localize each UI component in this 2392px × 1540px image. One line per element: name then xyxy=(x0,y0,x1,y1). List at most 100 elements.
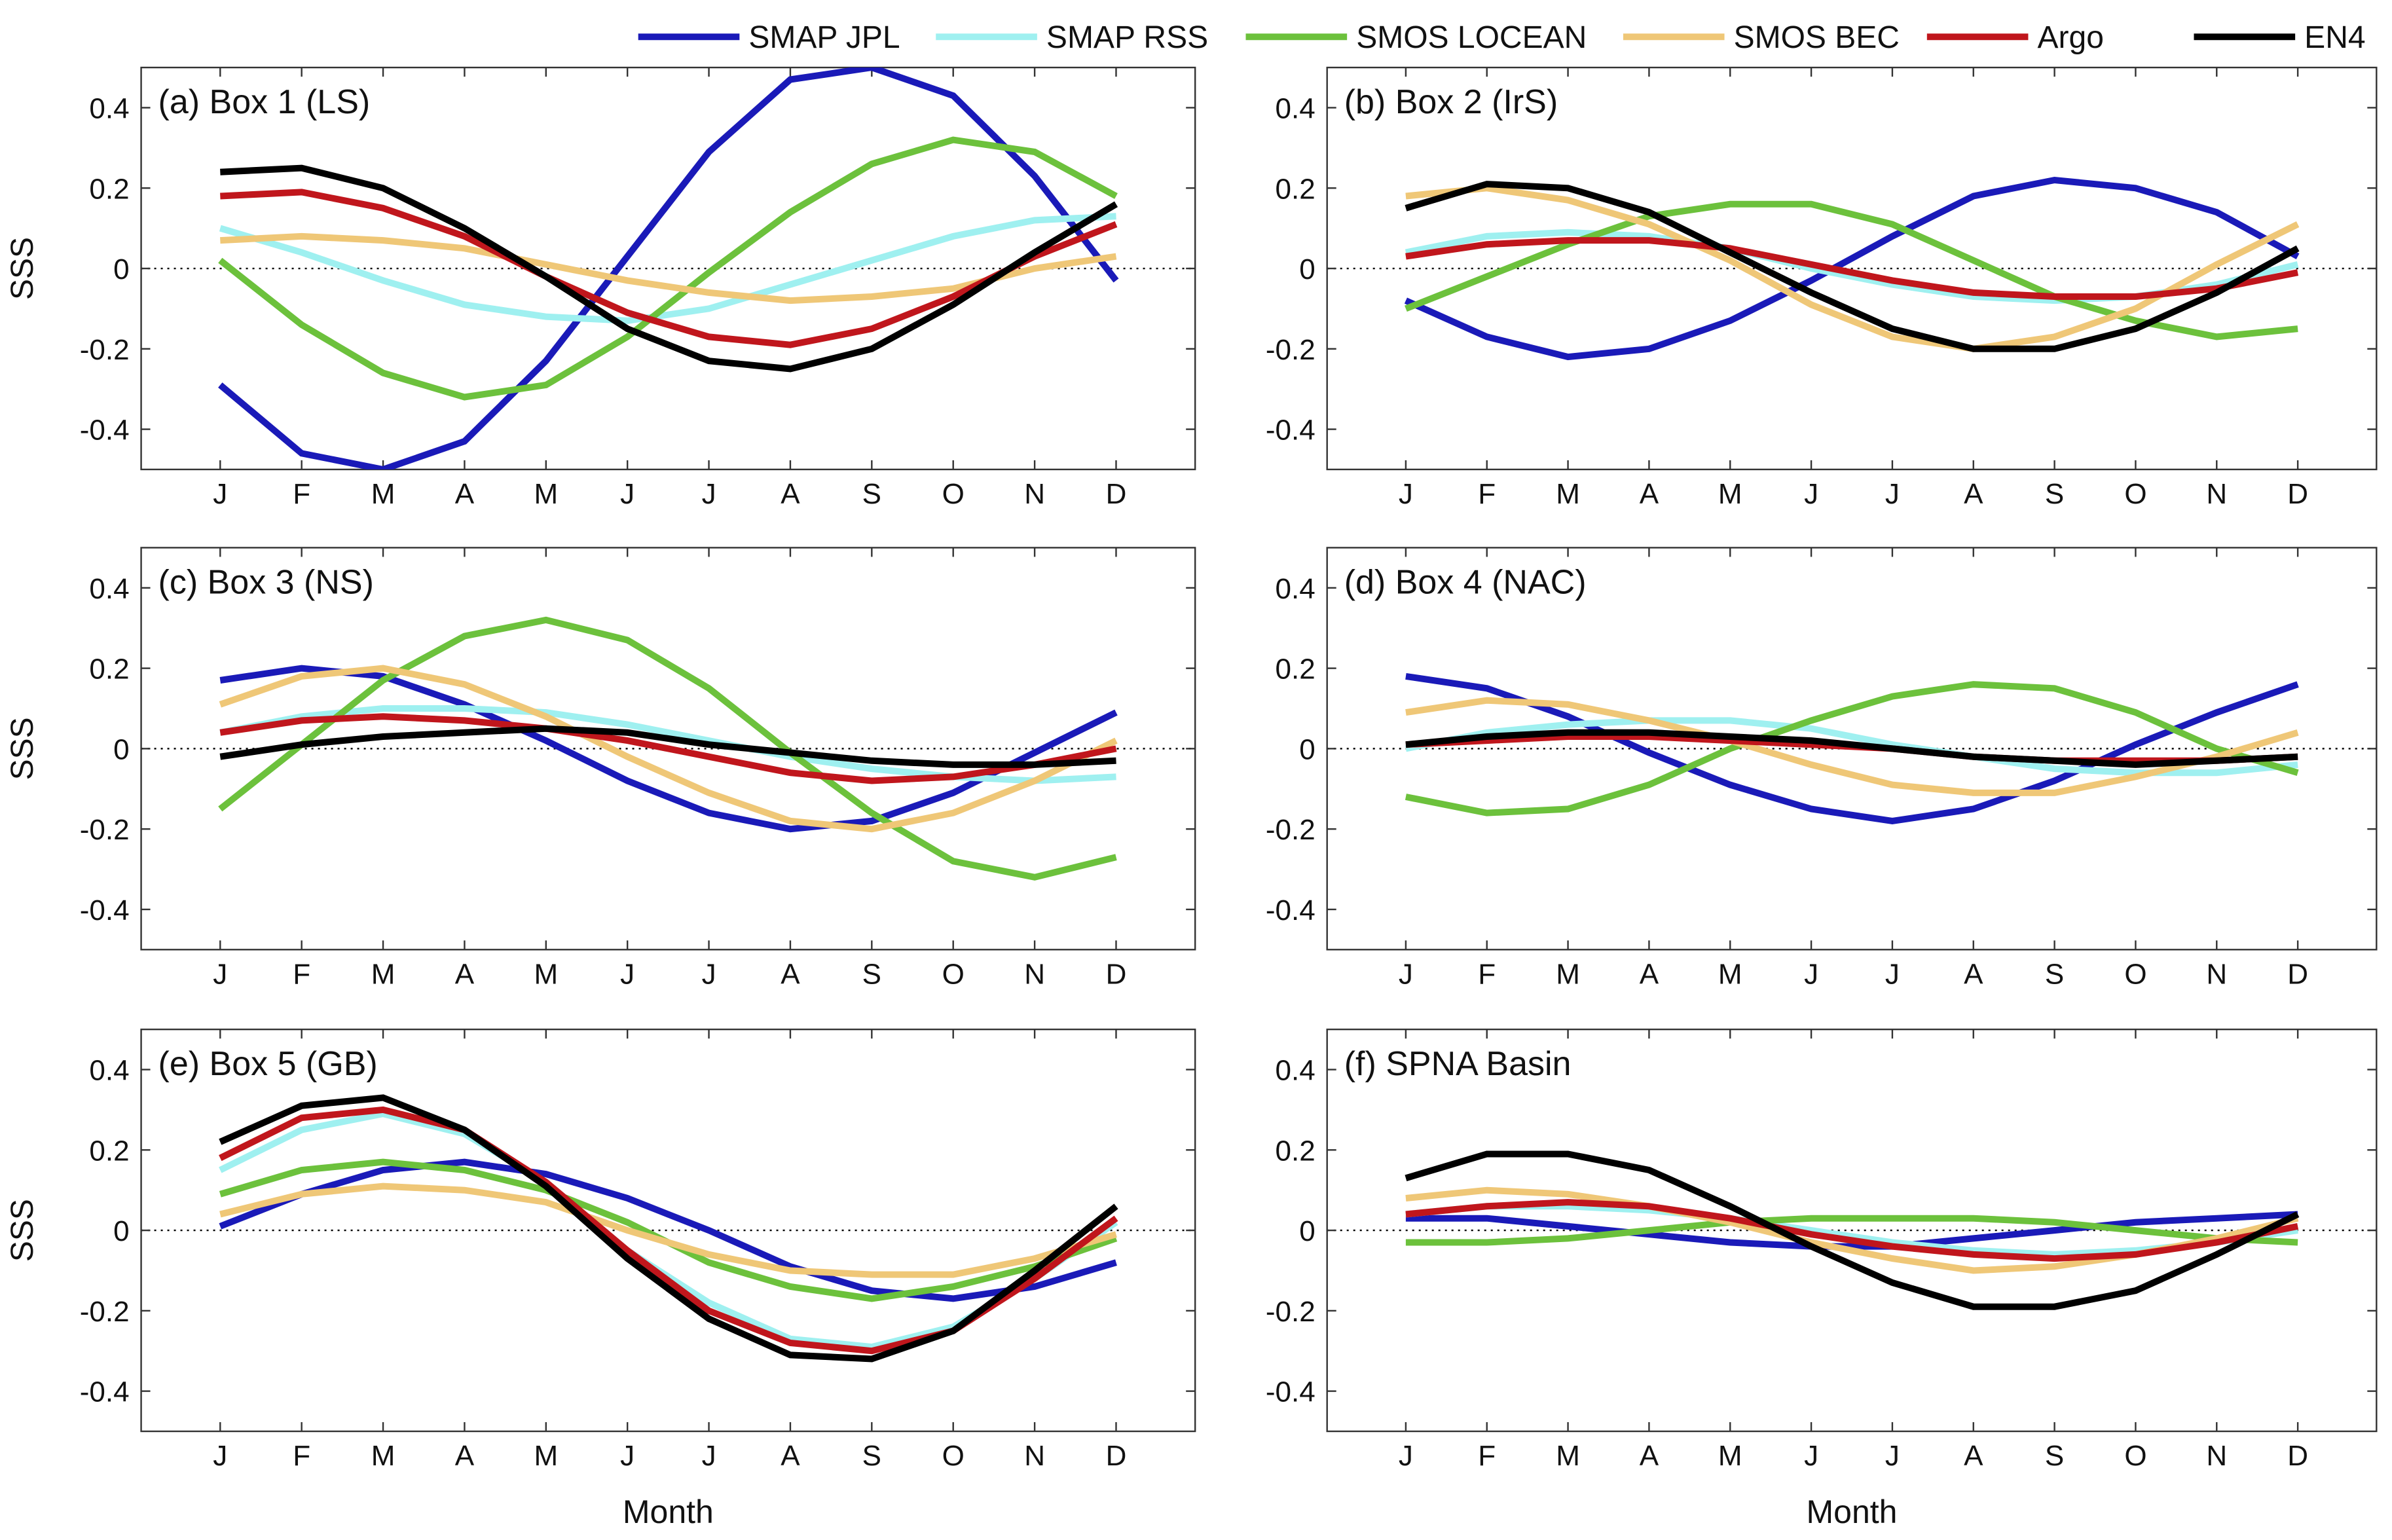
x-tick-label: J xyxy=(620,1440,635,1472)
series-line-en4 xyxy=(219,1094,1118,1363)
x-tick-label: J xyxy=(1885,478,1900,510)
x-tick-label: J xyxy=(1399,478,1413,510)
panel-2: -0.4 -0.2 0 0.2 0.4 J F M A M J J A S O N D (b) Box 2 (Ir… xyxy=(1266,66,2378,510)
x-tick-label: D xyxy=(2287,478,2308,510)
series-lines xyxy=(219,1094,1118,1363)
x-tick-label: M xyxy=(1718,478,1742,510)
x-tick-label: M xyxy=(534,958,558,990)
x-tick-label: N xyxy=(1024,1440,1045,1472)
legend-label: SMOS BEC xyxy=(1734,20,1900,55)
y-tick-label: 0.4 xyxy=(1276,573,1316,605)
y-tick-label: -0.4 xyxy=(80,894,130,926)
y-axis-label: SSS xyxy=(5,717,40,780)
series-line-en4 xyxy=(220,164,1118,373)
x-tick-label: J xyxy=(213,478,227,510)
panel-title: (e) Box 5 (GB) xyxy=(158,1045,378,1083)
x-tick-label: A xyxy=(781,1440,800,1472)
legend-entry-smap-rss: SMAP RSS xyxy=(936,20,1208,55)
series-line-smap-jpl xyxy=(1404,176,2300,361)
legend-entry-smos-bec: SMOS BEC xyxy=(1623,20,1900,55)
x-tick-label: J xyxy=(1399,1440,1413,1472)
x-tick-label: D xyxy=(1106,1440,1127,1472)
legend-entry-en4: EN4 xyxy=(2194,20,2366,55)
x-tick-label: A xyxy=(1964,1440,1983,1472)
x-tick-label: A xyxy=(781,958,800,990)
x-tick-label: J xyxy=(702,958,716,990)
series-line-argo xyxy=(219,713,1117,784)
x-tick-label: M xyxy=(1556,958,1580,990)
x-tick-label: S xyxy=(2045,1440,2064,1472)
x-tick-label: J xyxy=(1804,958,1818,990)
x-tick-label: A xyxy=(455,958,475,990)
y-tick-label: 0.2 xyxy=(1276,653,1316,686)
y-tick-label: 0 xyxy=(1299,253,1315,285)
x-tick-label: A xyxy=(1964,478,1983,510)
legend-entry-smap-jpl: SMAP JPL xyxy=(638,20,900,55)
y-tick-label: 0.2 xyxy=(89,173,129,205)
y-axis-label: SSS xyxy=(5,1199,40,1262)
series-line-smap-jpl xyxy=(218,67,1119,469)
x-tick-label: A xyxy=(1640,958,1659,990)
y-tick-label: 0 xyxy=(1299,1215,1315,1247)
series-line-smos-bec xyxy=(1405,697,2299,796)
legend: SMAP JPL SMAP RSS SMOS LOCEAN SMOS BEC Argo E… xyxy=(638,20,2366,55)
x-tick-label: J xyxy=(620,478,635,510)
legend-entry-smos-locean: SMOS LOCEAN xyxy=(1245,20,1587,55)
y-tick-label: 0.4 xyxy=(89,92,129,124)
x-tick-label: J xyxy=(702,1440,716,1472)
x-tick-label: J xyxy=(1885,1440,1900,1472)
x-tick-label: M xyxy=(534,478,558,510)
y-tick-label: -0.2 xyxy=(1266,1296,1316,1328)
x-tick-label: D xyxy=(1106,958,1127,990)
panel-6: -0.4 -0.2 0 0.2 0.4 J F M A M J J A S O N D (f) SPNA Basi… xyxy=(1266,1028,2378,1530)
x-tick-label: M xyxy=(371,478,396,510)
series-lines xyxy=(1405,672,2299,824)
legend-label: EN4 xyxy=(2304,20,2365,55)
x-tick-label: O xyxy=(2124,1440,2146,1472)
legend-label: SMOS LOCEAN xyxy=(1356,20,1587,55)
x-tick-label: J xyxy=(213,1440,227,1472)
x-tick-label: F xyxy=(1478,958,1496,990)
y-tick-label: 0.2 xyxy=(89,1135,129,1167)
y-tick-label: 0.4 xyxy=(1276,92,1316,124)
legend-label: SMAP JPL xyxy=(748,20,900,55)
series-lines xyxy=(218,616,1118,881)
y-tick-label: -0.2 xyxy=(80,1296,130,1328)
x-tick-label: O xyxy=(942,958,965,990)
series-line-en4 xyxy=(1405,1150,2300,1310)
panel-3: -0.4 -0.2 0 0.2 0.4 J F M A M J J A S O N D (c) Box 3 (NS… xyxy=(5,547,1196,990)
y-tick-label: 0.4 xyxy=(89,1055,129,1087)
x-tick-label: N xyxy=(1024,478,1045,510)
y-tick-label: -0.2 xyxy=(1266,334,1316,366)
x-tick-label: A xyxy=(455,1440,475,1472)
y-tick-label: -0.2 xyxy=(80,334,130,366)
series-line-smos-locean xyxy=(218,616,1117,881)
x-tick-label: N xyxy=(2206,478,2227,510)
series-line-smap-rss xyxy=(219,213,1116,324)
series-line-en4 xyxy=(1405,181,2300,352)
x-tick-label: S xyxy=(2045,958,2064,990)
panel-title: (d) Box 4 (NAC) xyxy=(1344,563,1587,601)
x-tick-label: S xyxy=(862,478,881,510)
y-tick-label: 0 xyxy=(113,1215,129,1247)
series-line-smap-jpl xyxy=(219,665,1118,833)
y-tick-label: -0.4 xyxy=(80,1376,130,1408)
y-axis-label: SSS xyxy=(5,237,40,300)
series-lines xyxy=(1404,176,2300,361)
series-line-smos-locean xyxy=(1405,681,2299,816)
x-tick-label: J xyxy=(213,958,227,990)
series-line-smos-locean xyxy=(218,136,1118,401)
series-line-argo xyxy=(1405,1199,2299,1262)
panel-title: (c) Box 3 (NS) xyxy=(158,563,374,601)
x-tick-label: N xyxy=(1024,958,1045,990)
series-lines xyxy=(218,67,1119,469)
x-tick-label: O xyxy=(942,1440,965,1472)
y-tick-label: 0 xyxy=(113,253,129,285)
y-tick-label: 0.2 xyxy=(1276,1135,1316,1167)
y-tick-label: 0.2 xyxy=(89,653,129,686)
x-tick-label: S xyxy=(862,958,881,990)
x-tick-label: N xyxy=(2206,958,2227,990)
x-tick-label: J xyxy=(1885,958,1900,990)
legend-label: SMAP RSS xyxy=(1046,20,1208,55)
